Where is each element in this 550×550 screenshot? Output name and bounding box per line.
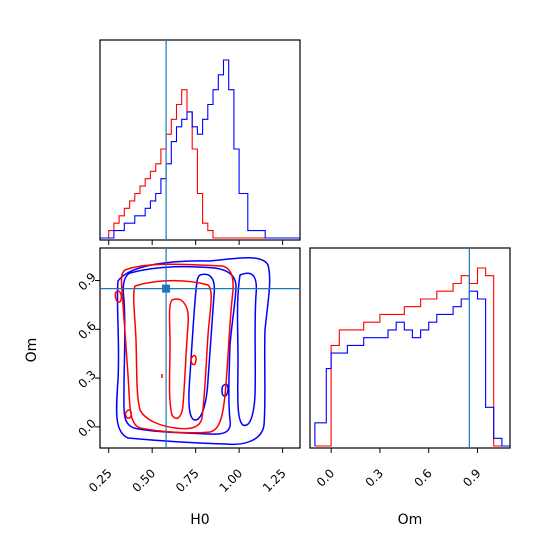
red-small-contour-a [114,290,122,303]
contour-y-tick-label: 0.9 [75,270,98,293]
contour-frame [99,247,301,449]
contour-x-tick-label: 1.25 [260,466,289,495]
blue-outer-contour [115,257,271,446]
contour-x-ticks: 0.25 0.50 0.75 1.00 1.25 [86,448,289,495]
blue-right-contour [236,272,258,427]
blue-middle-contour [122,265,237,435]
om-histogram-panel: 0.0 0.3 0.6 0.9 Om [309,247,511,528]
om-histogram-frame [309,247,511,449]
contour-y-tick-label: 0.6 [75,319,98,342]
om-histogram-x-tick-label: 0.3 [363,466,386,489]
contour-x-tick-label: 1.00 [216,466,245,495]
red-histogram-step [100,89,300,239]
red-histogram-step [314,267,510,447]
red-outer-contour [120,263,234,434]
red-small-contour-b [190,354,197,366]
h0-histogram-ticks [108,240,284,245]
red-middle-contour [132,279,212,430]
contour-x-tick-label: 0.25 [86,466,115,495]
red-small-contour-d [124,409,132,419]
contour-y-tick-label: 0.0 [75,416,98,439]
contour-x-axis-label: H0 [190,512,209,528]
contour-panel: 0.25 0.50 0.75 1.00 1.25 0.0 0.3 0.6 0.9 H0 Om [24,247,301,528]
contour-x-tick-label: 0.50 [130,466,159,495]
om-histogram-x-tick-label: 0.6 [411,466,434,489]
h0-histogram-frame [99,39,301,241]
om-histogram-x-tick-label: 0.0 [314,466,337,489]
h0-histogram-panel [99,39,301,245]
om-histogram-series [314,267,510,447]
blue-inner-contour [188,273,216,421]
blue-histogram-step [100,59,300,239]
contour-y-ticks: 0.0 0.3 0.6 0.9 [75,270,100,440]
contour-y-axis-label: Om [24,338,40,363]
red-inner-contour [168,298,190,420]
blue-histogram-step [314,290,510,447]
blue-small-contour [221,383,229,397]
om-histogram-x-tick-label: 0.9 [460,466,483,489]
om-histogram-x-axis-label: Om [398,512,423,528]
contour-x-tick-label: 0.75 [173,466,202,495]
contour-y-tick-label: 0.3 [75,368,98,391]
truth-point-marker [162,284,171,293]
om-histogram-ticks: 0.0 0.3 0.6 0.9 [314,448,484,490]
h0-histogram-series [100,59,300,239]
